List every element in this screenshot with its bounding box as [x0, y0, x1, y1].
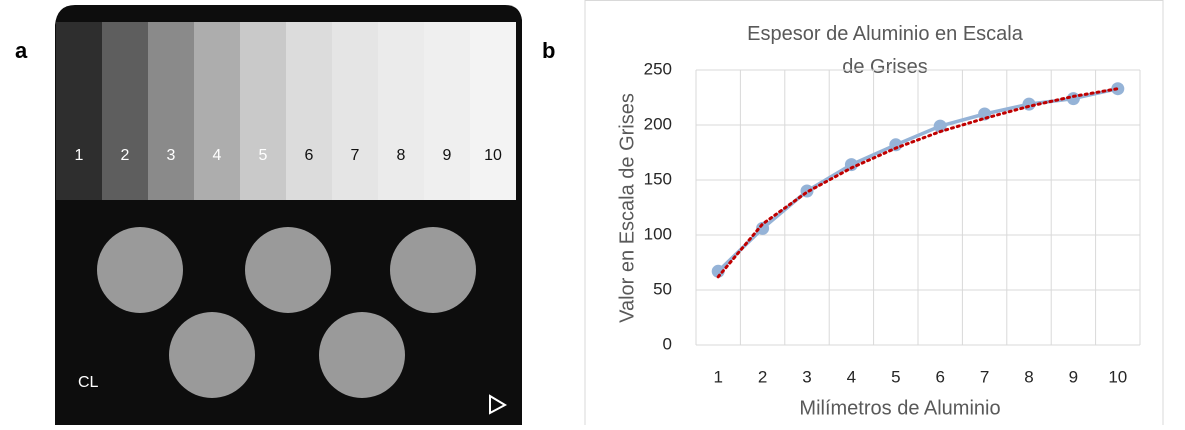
y-axis-label: Valor en Escala de Grises — [616, 93, 638, 323]
step-label: 6 — [305, 147, 314, 164]
step-label: 8 — [397, 147, 406, 164]
disc — [169, 312, 255, 398]
x-tick-label: 2 — [758, 367, 767, 386]
step-label: 7 — [351, 147, 360, 164]
step-label: 1 — [75, 147, 84, 164]
step — [102, 22, 148, 200]
x-tick-label: 5 — [891, 367, 900, 386]
x-tick-label: 7 — [980, 367, 989, 386]
x-tick-label: 6 — [935, 367, 944, 386]
figure: a b 12345678910 CL Espesor de Aluminio e… — [0, 0, 1185, 425]
step-label: 3 — [167, 147, 176, 164]
y-tick-label: 100 — [644, 224, 672, 243]
y-tick-label: 150 — [644, 169, 672, 188]
x-axis-label: Milímetros de Aluminio — [799, 397, 1000, 419]
step — [240, 22, 286, 200]
step — [56, 22, 102, 200]
step — [332, 22, 378, 200]
radiograph: 1 2 3 4 5 6 7 8 9 10 CL — [55, 5, 522, 425]
y-tick-label: 200 — [644, 114, 672, 133]
step-label: 10 — [484, 147, 502, 164]
step — [286, 22, 332, 200]
x-tick-label: 9 — [1069, 367, 1078, 386]
x-tick-label: 4 — [847, 367, 856, 386]
disc — [245, 227, 331, 313]
step — [148, 22, 194, 200]
disc — [319, 312, 405, 398]
radiograph-label: CL — [78, 374, 99, 391]
y-tick-label: 0 — [663, 334, 672, 353]
step — [378, 22, 424, 200]
disc — [97, 227, 183, 313]
x-tick-label: 3 — [802, 367, 811, 386]
step — [424, 22, 470, 200]
step-label: 5 — [259, 147, 268, 164]
y-tick-label: 250 — [644, 59, 672, 78]
step-label: 2 — [121, 147, 130, 164]
x-tick-label: 8 — [1024, 367, 1033, 386]
x-tick-label: 10 — [1108, 367, 1127, 386]
step-label: 4 — [213, 147, 222, 164]
panel-label: b — [542, 38, 555, 63]
y-tick-label: 50 — [653, 279, 672, 298]
x-tick-label: 1 — [713, 367, 722, 386]
panel-label: a — [15, 38, 28, 63]
step-label: 9 — [443, 147, 452, 164]
step — [470, 22, 516, 200]
disc — [390, 227, 476, 313]
step — [194, 22, 240, 200]
